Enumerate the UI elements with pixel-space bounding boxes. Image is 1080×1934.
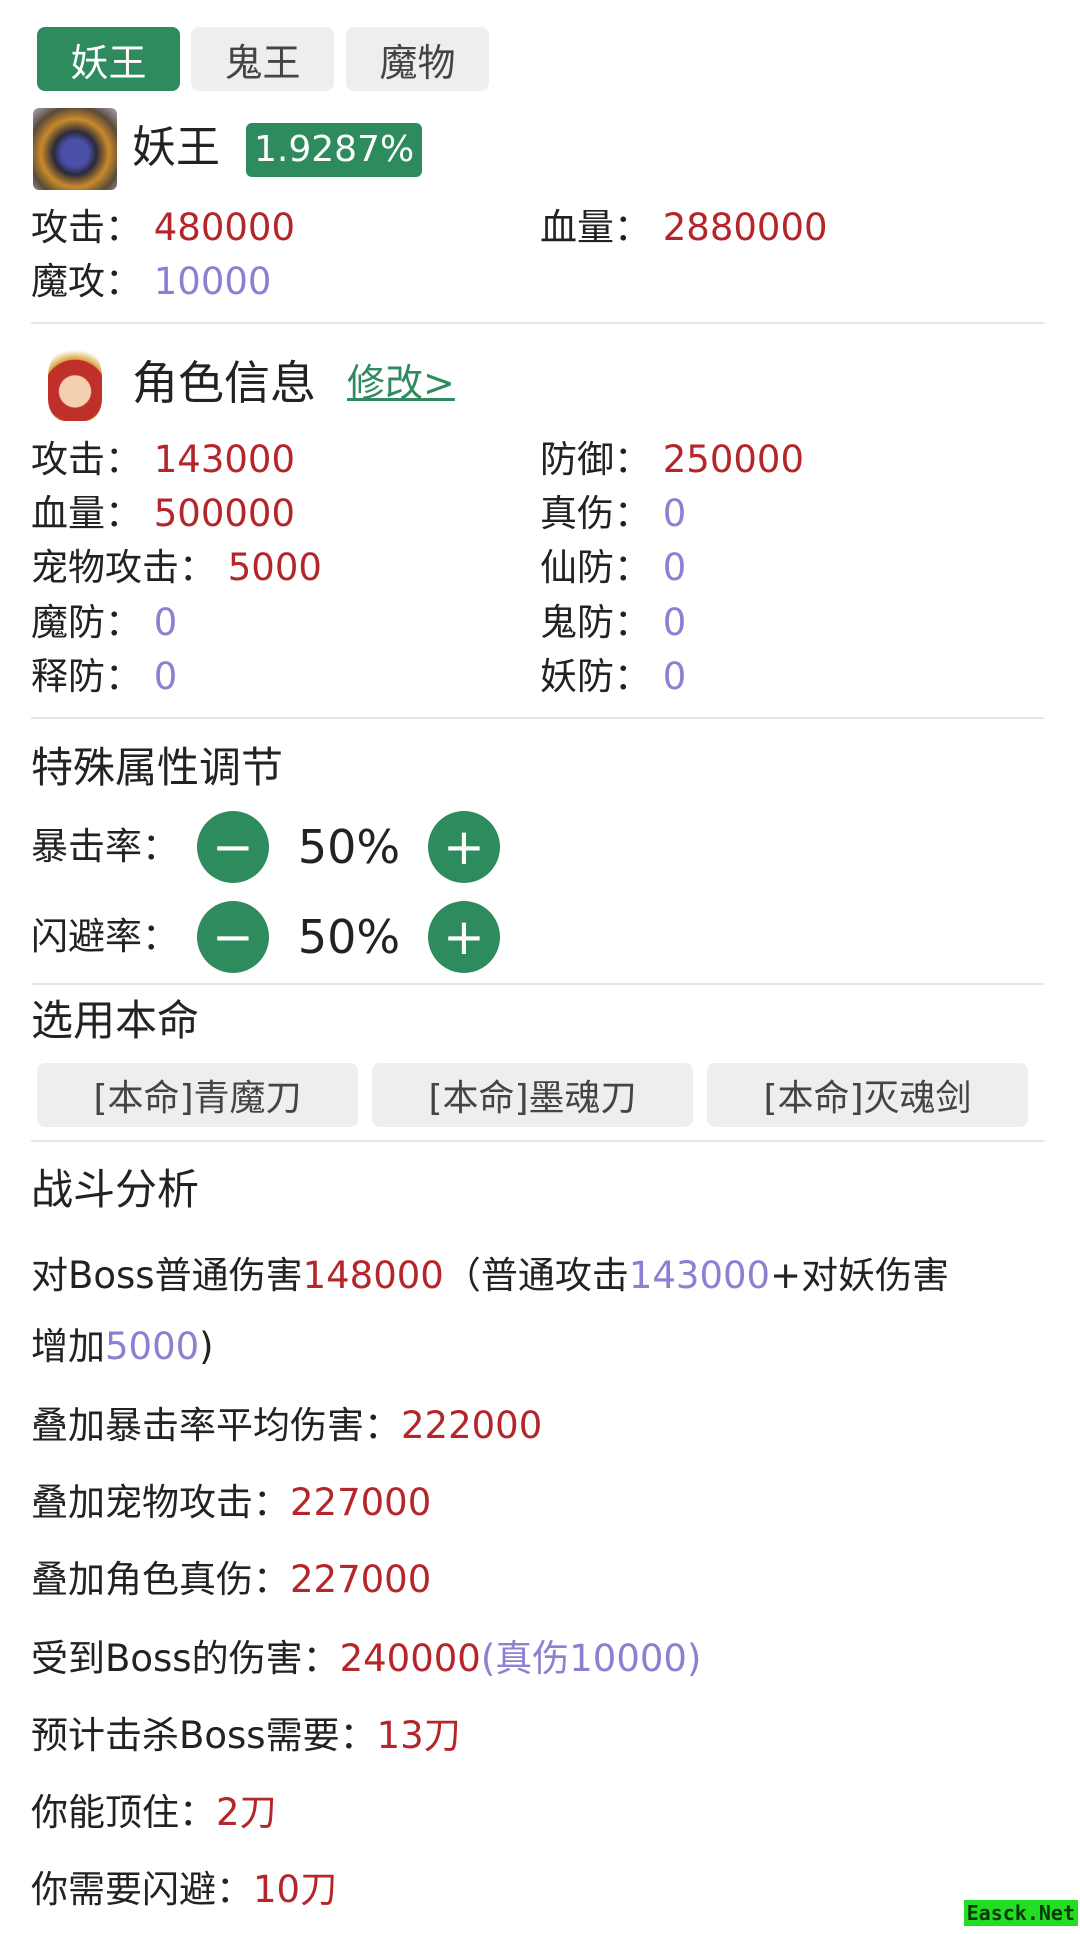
analysis-title: 战斗分析 (31, 1165, 200, 1214)
weapon-button-mohundao[interactable]: [本命]墨魂刀 (372, 1063, 693, 1127)
plus-icon: + (443, 908, 485, 966)
role-stat: 魔防： 0 (31, 601, 178, 644)
divider (31, 717, 1044, 719)
boss-magic: 魔攻： 10000 (31, 260, 272, 303)
boss-avatar (33, 108, 117, 190)
boss-hp: 血量： 2880000 (540, 206, 828, 249)
role-stat: 宠物攻击： 5000 (31, 546, 322, 589)
crit-minus-button[interactable]: − (197, 811, 269, 883)
crit-value: 50% (297, 820, 401, 874)
role-stat: 鬼防： 0 (540, 601, 687, 644)
role-stat: 仙防： 0 (540, 546, 687, 589)
analysis-normal-damage-cont: 增加5000) (31, 1325, 214, 1368)
minus-icon: − (212, 818, 254, 876)
analysis-pet-damage: 叠加宠物攻击：227000 (31, 1481, 432, 1524)
edit-role-link[interactable]: 修改> (347, 361, 455, 405)
tab-guiwang[interactable]: 鬼王 (191, 27, 334, 91)
plus-icon: + (443, 818, 485, 876)
analysis-crit-damage: 叠加暴击率平均伤害：222000 (31, 1404, 543, 1447)
crit-label: 暴击率： (31, 825, 179, 868)
role-stat: 血量： 500000 (31, 492, 296, 535)
minus-icon: − (212, 908, 254, 966)
role-stat: 防御： 250000 (540, 438, 805, 481)
analysis-dodges-needed: 你需要闪避：10刀 (31, 1868, 338, 1911)
analysis-true-damage: 叠加角色真伤：227000 (31, 1558, 432, 1601)
role-stat: 攻击： 143000 (31, 438, 296, 481)
crit-plus-button[interactable]: + (428, 811, 500, 883)
dodge-label: 闪避率： (31, 915, 179, 958)
boss-rate-badge: 1.9287% (246, 123, 423, 177)
analysis-hits-survive: 你能顶住：2刀 (31, 1791, 277, 1834)
role-stat: 真伤： 0 (540, 492, 687, 535)
divider (31, 1140, 1044, 1142)
dodge-value: 50% (297, 910, 401, 964)
boss-name: 妖王 (132, 122, 220, 173)
role-avatar (48, 347, 102, 421)
divider (31, 322, 1044, 324)
boss-attack: 攻击： 480000 (31, 206, 296, 249)
role-title: 角色信息 (132, 356, 316, 410)
analysis-normal-damage: 对Boss普通伤害148000（普通攻击143000+对妖伤害 (31, 1254, 950, 1297)
special-title: 特殊属性调节 (31, 743, 284, 792)
weapons-title: 选用本命 (31, 996, 200, 1045)
analysis-hits-to-kill: 预计击杀Boss需要：13刀 (31, 1714, 461, 1757)
tab-mowu[interactable]: 魔物 (346, 27, 489, 91)
dodge-minus-button[interactable]: − (197, 901, 269, 973)
dodge-plus-button[interactable]: + (428, 901, 500, 973)
divider (31, 983, 1044, 985)
role-stat: 释防： 0 (31, 655, 178, 698)
weapon-button-miehunjian[interactable]: [本命]灭魂剑 (707, 1063, 1028, 1127)
role-stat: 妖防： 0 (540, 655, 687, 698)
tab-yaowang[interactable]: 妖王 (37, 27, 180, 91)
weapon-button-qingmodao[interactable]: [本命]青魔刀 (37, 1063, 358, 1127)
watermark: Easck.Net (963, 1900, 1078, 1926)
analysis-damage-taken: 受到Boss的伤害：240000(真伤10000) (31, 1637, 702, 1680)
